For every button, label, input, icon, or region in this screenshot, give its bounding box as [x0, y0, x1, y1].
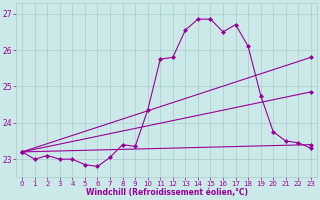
X-axis label: Windchill (Refroidissement éolien,°C): Windchill (Refroidissement éolien,°C) [85, 188, 248, 197]
